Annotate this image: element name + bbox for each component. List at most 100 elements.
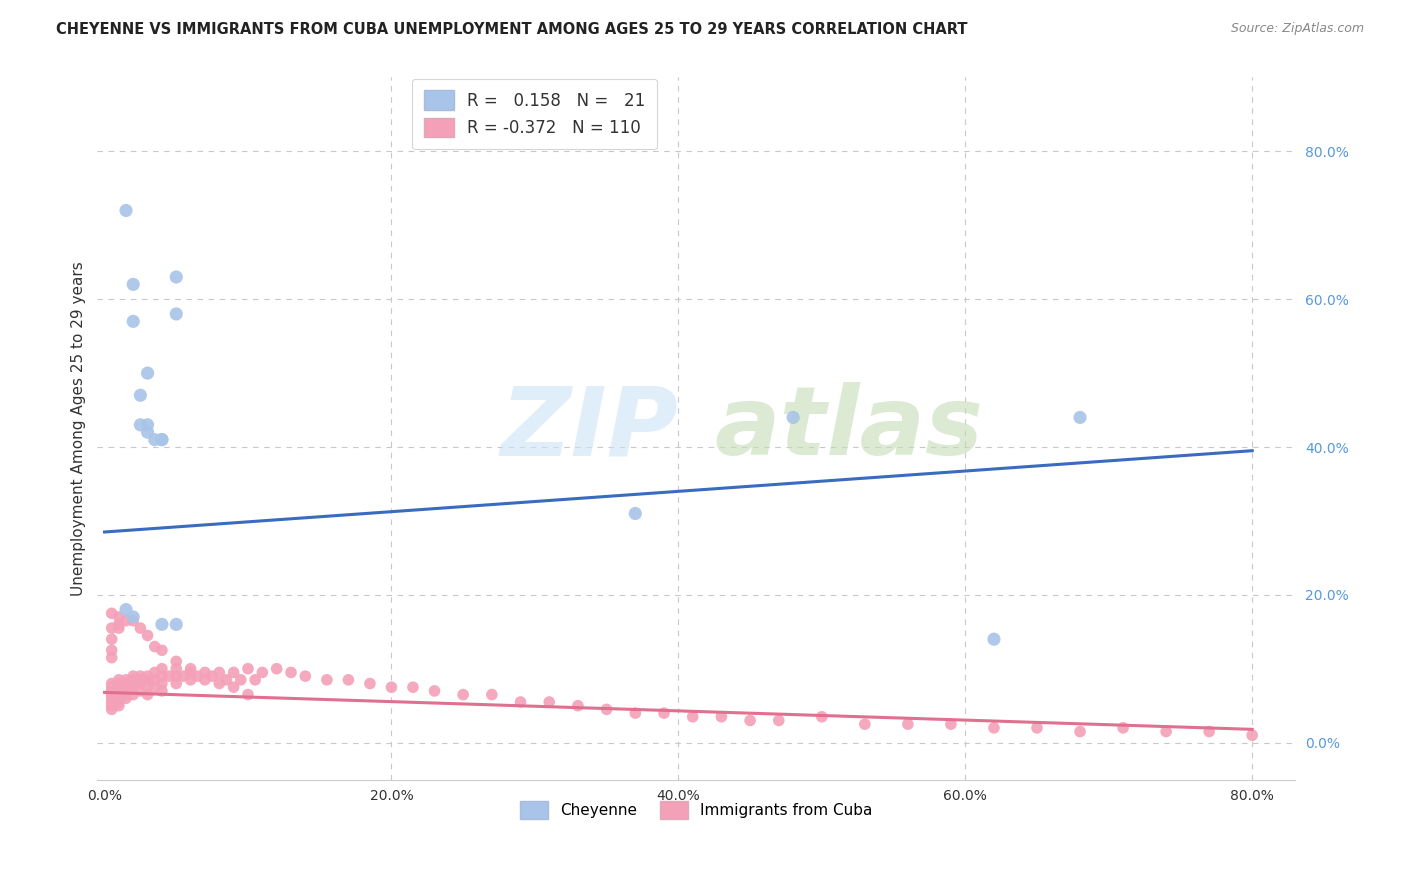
Point	[100, 684, 122, 698]
Point	[194, 673, 217, 687]
Point	[129, 621, 152, 635]
Point	[100, 643, 122, 657]
Point	[1069, 410, 1091, 425]
Point	[150, 643, 173, 657]
Point	[108, 684, 131, 698]
Point	[236, 662, 259, 676]
Point	[1026, 721, 1049, 735]
Point	[983, 721, 1005, 735]
Point	[129, 684, 152, 698]
Point	[172, 669, 194, 683]
Point	[402, 680, 425, 694]
Point	[150, 676, 173, 690]
Point	[108, 695, 131, 709]
Point	[853, 717, 876, 731]
Point	[115, 684, 138, 698]
Point	[509, 695, 531, 709]
Point	[150, 684, 173, 698]
Point	[380, 680, 402, 694]
Point	[122, 314, 145, 328]
Point	[222, 680, 245, 694]
Point	[180, 673, 202, 687]
Point	[150, 662, 173, 676]
Y-axis label: Unemployment Among Ages 25 to 29 years: Unemployment Among Ages 25 to 29 years	[72, 261, 86, 596]
Point	[897, 717, 920, 731]
Point	[122, 614, 145, 628]
Point	[136, 425, 159, 440]
Point	[180, 665, 202, 680]
Point	[201, 669, 224, 683]
Point	[451, 688, 474, 702]
Point	[115, 691, 138, 706]
Point	[108, 691, 131, 706]
Point	[423, 684, 446, 698]
Point	[150, 433, 173, 447]
Point	[243, 673, 266, 687]
Point	[1198, 724, 1220, 739]
Point	[122, 688, 145, 702]
Point	[115, 614, 138, 628]
Point	[682, 710, 704, 724]
Point	[208, 665, 231, 680]
Point	[538, 695, 561, 709]
Point	[136, 669, 159, 683]
Text: atlas: atlas	[714, 382, 983, 475]
Point	[187, 669, 209, 683]
Point	[165, 307, 187, 321]
Point	[100, 607, 122, 621]
Point	[1112, 721, 1135, 735]
Point	[939, 717, 962, 731]
Point	[108, 698, 131, 713]
Point	[129, 417, 152, 432]
Point	[150, 433, 173, 447]
Point	[122, 680, 145, 694]
Point	[229, 673, 252, 687]
Point	[122, 610, 145, 624]
Point	[143, 433, 166, 447]
Point	[108, 688, 131, 702]
Point	[738, 714, 761, 728]
Point	[811, 710, 834, 724]
Point	[280, 665, 302, 680]
Point	[215, 673, 238, 687]
Point	[122, 277, 145, 292]
Point	[100, 688, 122, 702]
Point	[194, 665, 217, 680]
Point	[100, 650, 122, 665]
Point	[122, 669, 145, 683]
Point	[208, 676, 231, 690]
Point	[115, 676, 138, 690]
Point	[136, 673, 159, 687]
Point	[165, 669, 187, 683]
Point	[108, 621, 131, 635]
Text: Source: ZipAtlas.com: Source: ZipAtlas.com	[1230, 22, 1364, 36]
Point	[337, 673, 360, 687]
Point	[165, 662, 187, 676]
Legend: Cheyenne, Immigrants from Cuba: Cheyenne, Immigrants from Cuba	[515, 795, 879, 824]
Point	[652, 706, 675, 720]
Point	[1154, 724, 1177, 739]
Point	[481, 688, 503, 702]
Point	[136, 417, 159, 432]
Point	[315, 673, 337, 687]
Point	[100, 621, 122, 635]
Point	[122, 673, 145, 687]
Point	[100, 695, 122, 709]
Point	[108, 610, 131, 624]
Point	[136, 628, 159, 642]
Point	[567, 698, 589, 713]
Point	[108, 680, 131, 694]
Point	[1069, 724, 1091, 739]
Point	[100, 691, 122, 706]
Point	[115, 602, 138, 616]
Point	[983, 632, 1005, 647]
Point	[115, 688, 138, 702]
Point	[100, 702, 122, 716]
Point	[157, 669, 180, 683]
Text: CHEYENNE VS IMMIGRANTS FROM CUBA UNEMPLOYMENT AMONG AGES 25 TO 29 YEARS CORRELAT: CHEYENNE VS IMMIGRANTS FROM CUBA UNEMPLO…	[56, 22, 967, 37]
Point	[143, 665, 166, 680]
Point	[165, 617, 187, 632]
Point	[108, 676, 131, 690]
Point	[143, 640, 166, 654]
Point	[768, 714, 790, 728]
